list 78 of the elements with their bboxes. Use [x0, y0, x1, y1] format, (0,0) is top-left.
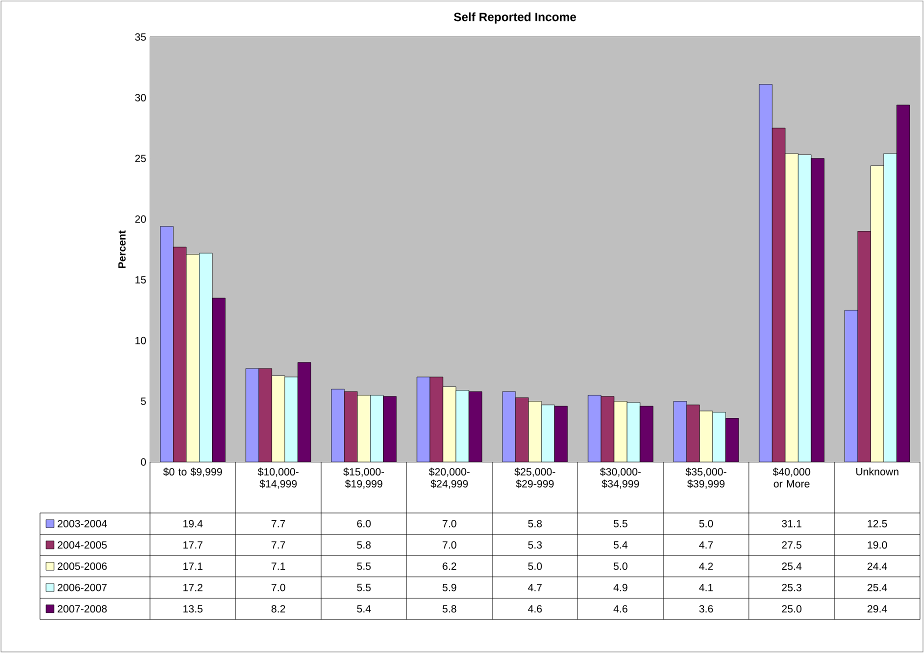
bar [173, 246, 186, 462]
bar [515, 397, 529, 462]
legend-label: 2004-2005 [58, 541, 107, 549]
data-label: 5.0 [528, 562, 542, 570]
data-label: 5.5 [357, 562, 371, 570]
data-label: 5.5 [614, 520, 628, 528]
legend-label: 2007-2008 [58, 605, 107, 613]
data-label: 7.0 [442, 520, 456, 528]
data-label: 3.6 [699, 605, 713, 613]
x-tick-label: Unknown [856, 468, 898, 476]
data-label: 7.0 [272, 584, 286, 592]
data-label: 29.4 [868, 605, 888, 613]
data-label: 24.4 [868, 562, 888, 570]
y-tick-label: 25 [135, 154, 146, 162]
x-tick-label: $25,000-$29-999 [514, 468, 556, 488]
y-tick-label: 20 [135, 215, 146, 223]
bar [258, 368, 272, 462]
data-label: 19.4 [183, 520, 203, 528]
legend-label: 2006-2007 [58, 584, 107, 592]
x-tick-label: $30,000-$34,999 [600, 468, 641, 489]
bar [686, 404, 700, 462]
data-label: 4.9 [614, 584, 628, 592]
bar [600, 396, 614, 462]
x-tick-label: $10,000-$14,999 [258, 468, 299, 489]
data-label: 7.7 [272, 520, 286, 528]
x-tick-label: $15,000-$19,999 [343, 468, 384, 489]
data-label: 17.1 [183, 562, 202, 570]
data-label: 5.5 [357, 584, 371, 592]
data-label: 5.8 [357, 541, 371, 549]
data-label: 7.0 [442, 541, 456, 549]
bar [344, 391, 358, 462]
data-label: 5.3 [528, 541, 542, 549]
bar [772, 128, 786, 462]
data-label: 7.7 [272, 541, 286, 549]
data-label: 13.5 [183, 605, 203, 613]
data-label: 8.2 [272, 605, 286, 613]
data-label: 17.2 [183, 584, 202, 592]
y-tick-label: 30 [135, 94, 146, 102]
data-label: 27.5 [782, 541, 802, 549]
y-tick-label: 35 [135, 33, 146, 41]
bar [858, 231, 871, 462]
data-label: 4.7 [528, 584, 542, 592]
data-label: 25.4 [868, 584, 888, 592]
data-label: 5.0 [614, 562, 628, 570]
x-tick-label: $0 to $9,999 [163, 468, 222, 477]
data-label: 4.2 [699, 562, 713, 570]
x-tick-label: $20,000-$24,999 [428, 468, 470, 489]
data-label: 5.9 [442, 584, 456, 592]
data-label: 25.0 [782, 605, 802, 613]
y-axis-title: Percent [118, 230, 126, 268]
bar [430, 376, 444, 462]
data-label: 4.6 [528, 605, 542, 613]
data-label: 5.0 [699, 520, 713, 528]
data-label: 31.1 [782, 520, 802, 528]
data-label: 19.0 [868, 541, 887, 549]
data-label: 25.4 [782, 562, 802, 570]
x-tick-label: $35,000-$39,999 [686, 468, 726, 489]
data-label: 6.0 [357, 520, 371, 528]
data-label: 4.1 [699, 584, 713, 592]
data-label: 7.1 [272, 562, 286, 570]
y-tick-label: 5 [140, 398, 146, 405]
data-label: 4.7 [699, 541, 713, 549]
data-label: 12.5 [868, 520, 887, 528]
data-label: 5.4 [357, 605, 371, 612]
data-label: 5.4 [614, 541, 628, 549]
legend-label: 2003-2004 [58, 520, 107, 528]
data-label: 4.6 [614, 605, 628, 613]
data-label: 5.8 [528, 520, 542, 528]
chart-title: Self Reported Income [454, 12, 576, 24]
data-label: 25.3 [782, 584, 802, 592]
x-tick-label: $40,000 or More [772, 468, 810, 488]
data-label: 5.8 [442, 605, 456, 613]
data-label: 17.7 [183, 541, 202, 549]
y-tick-label: 0 [140, 458, 146, 466]
y-tick-label: 15 [135, 276, 146, 284]
y-tick-label: 10 [135, 336, 146, 344]
legend-label: 2005-2006 [58, 562, 107, 570]
data-label: 6.2 [442, 562, 456, 570]
